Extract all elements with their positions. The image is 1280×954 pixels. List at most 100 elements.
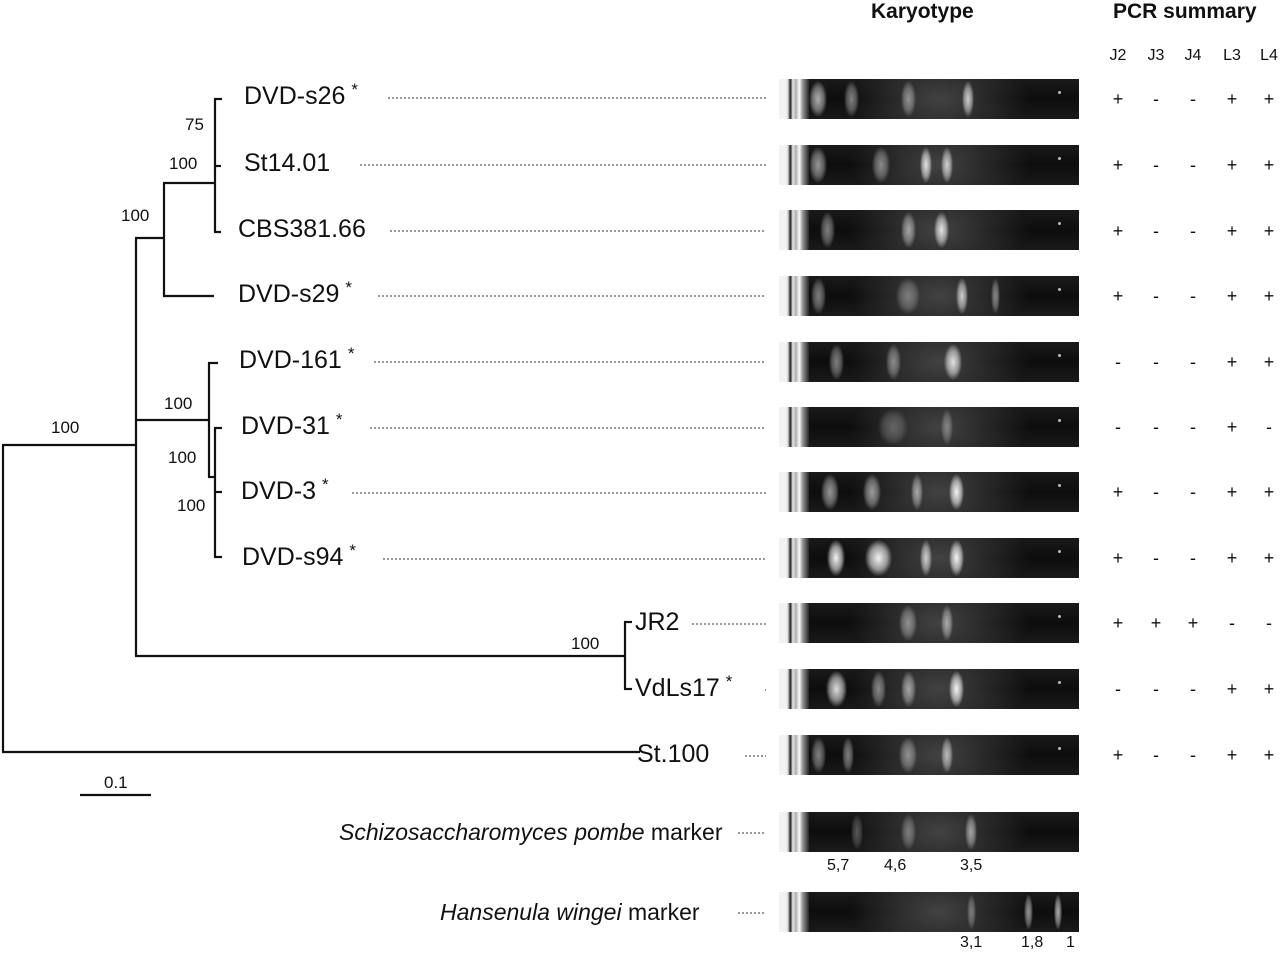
gel-band: [941, 147, 953, 183]
marker-label: Schizosaccharomyces pombe marker: [339, 819, 723, 845]
gel-band: [843, 81, 859, 117]
gel-band: [900, 814, 916, 850]
strain-label: St14.01: [244, 149, 331, 177]
gel-band: [948, 671, 964, 707]
pcr-col-l3: L3: [1223, 47, 1241, 64]
bootstrap-label: 100: [177, 496, 206, 515]
marker-label: Hansenula wingei marker: [440, 899, 700, 925]
bootstrap-label: 100: [169, 154, 198, 173]
karyotype-gel-lane: [779, 276, 1079, 316]
pcr-summary-header: PCR summary: [1113, 0, 1257, 23]
gel-band: [956, 278, 968, 314]
marker-size: 5,7: [827, 857, 850, 874]
pcr-cell: -: [1190, 482, 1196, 502]
pcr-cell: -: [1190, 221, 1196, 241]
gel-band: [899, 605, 917, 641]
pcr-cell: +: [1150, 613, 1162, 633]
marker-gel-lane: [779, 812, 1079, 852]
gel-band: [810, 737, 826, 773]
karyotype-gel-lane: [779, 407, 1079, 447]
pcr-cell: +: [1263, 548, 1275, 568]
pcr-cell: -: [1115, 679, 1121, 699]
pcr-cell: -: [1190, 417, 1196, 437]
gel-band: [885, 344, 901, 380]
pcr-cell: +: [1226, 89, 1238, 109]
gel-band: [851, 814, 863, 850]
pcr-cell: +: [1112, 548, 1124, 568]
strain-label: CBS381.66: [238, 215, 366, 243]
gel-band: [825, 671, 847, 707]
gel-band: [941, 737, 953, 773]
bootstrap-label: 100: [51, 418, 80, 437]
strain-label: St.100: [637, 740, 710, 768]
gel-band: [920, 540, 932, 576]
pcr-cell: -: [1153, 352, 1159, 372]
karyotype-gel-lane: [779, 669, 1079, 709]
karyotype-gel-lane: [779, 210, 1079, 250]
pcr-col-j4: J4: [1184, 47, 1202, 64]
strain-label: DVD-s29 *: [238, 278, 353, 308]
gel-band: [948, 474, 964, 510]
pcr-cell: +: [1226, 286, 1238, 306]
marker-gel-lane: [779, 892, 1079, 932]
bootstrap-label: 100: [168, 448, 197, 467]
karyotype-gel-lane: [779, 603, 1079, 643]
pcr-cell: +: [1226, 548, 1238, 568]
bootstrap-label: 75: [185, 115, 204, 134]
gel-band: [990, 278, 1000, 314]
pcr-cell: +: [1263, 155, 1275, 175]
marker-size: 3,5: [960, 857, 983, 874]
gel-band: [948, 540, 964, 576]
strain-label: DVD-31 *: [241, 410, 343, 440]
gel-band: [1054, 894, 1062, 930]
pcr-cell: +: [1263, 221, 1275, 241]
pcr-cell: -: [1266, 417, 1272, 437]
karyotype-gel-lane: [779, 735, 1079, 775]
pcr-cell: -: [1229, 613, 1235, 633]
pcr-cell: +: [1112, 745, 1124, 765]
marker-size: 3,1: [960, 934, 983, 951]
karyotype-gel-lane: [779, 79, 1079, 119]
bootstrap-label: 100: [121, 206, 150, 225]
strain-label: JR2: [635, 608, 680, 636]
pcr-cell: +: [1112, 613, 1124, 633]
pcr-cell: -: [1190, 89, 1196, 109]
gel-band: [878, 409, 908, 445]
pcr-cell: -: [1153, 548, 1159, 568]
pcr-cell: +: [1112, 286, 1124, 306]
pcr-cell: -: [1115, 352, 1121, 372]
pcr-col-j2: J2: [1109, 47, 1127, 64]
pcr-cell: +: [1263, 352, 1275, 372]
pcr-cell: +: [1226, 352, 1238, 372]
pcr-cell: +: [1226, 417, 1238, 437]
pcr-col-j3: J3: [1147, 47, 1165, 64]
pcr-cell: -: [1190, 155, 1196, 175]
gel-band: [1023, 894, 1033, 930]
pcr-cell: -: [1190, 352, 1196, 372]
pcr-cell: -: [1153, 482, 1159, 502]
pcr-cell: +: [1263, 482, 1275, 502]
pcr-cell: -: [1266, 613, 1272, 633]
gel-band: [870, 671, 886, 707]
pcr-cell: +: [1263, 745, 1275, 765]
pcr-cell: -: [1153, 221, 1159, 241]
pcr-cell: +: [1226, 221, 1238, 241]
pcr-cell: +: [1226, 679, 1238, 699]
gel-band: [900, 212, 916, 248]
gel-band: [944, 344, 962, 380]
gel-band: [933, 212, 949, 248]
gel-band: [864, 540, 892, 576]
gel-band: [828, 344, 844, 380]
strain-label: DVD-s94 *: [242, 541, 357, 571]
gel-band: [962, 81, 974, 117]
gel-band: [872, 147, 890, 183]
pcr-cell: -: [1153, 417, 1159, 437]
pcr-cell: +: [1112, 89, 1124, 109]
gel-band: [809, 147, 827, 183]
strain-label: VdLs17 *: [635, 672, 733, 702]
gel-band: [941, 409, 953, 445]
karyotype-gel-lane: [779, 538, 1079, 578]
marker-size: 1: [1066, 934, 1075, 951]
scale-bar-label: 0.1: [104, 773, 128, 792]
